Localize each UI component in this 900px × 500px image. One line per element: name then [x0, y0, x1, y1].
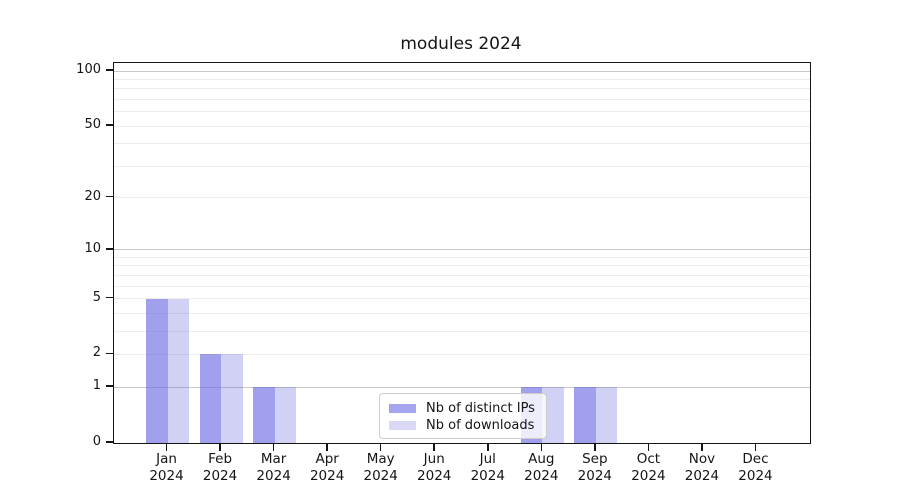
- y-tick-label: 100: [76, 62, 101, 77]
- x-tick-label: Aug 2024: [524, 451, 559, 484]
- gridline-major: [114, 70, 810, 72]
- y-tick-label: 1: [92, 378, 101, 394]
- y-tick-label: 10: [84, 240, 101, 256]
- gridline-minor: [114, 143, 810, 145]
- legend-swatch-distinct-ips: [389, 403, 416, 413]
- y-tick-label: 5: [92, 289, 101, 305]
- gridline-minor: [114, 88, 810, 90]
- y-tick-mark: [106, 296, 113, 299]
- legend-label-distinct-ips: Nb of distinct IPs: [426, 400, 535, 416]
- x-tick-mark: [433, 443, 436, 451]
- x-tick-label: Oct 2024: [631, 451, 666, 484]
- bar-nb-of-downloads-sep: [595, 387, 618, 443]
- legend: Nb of distinct IPs Nb of downloads: [379, 393, 547, 439]
- x-tick-label: Feb 2024: [202, 451, 238, 484]
- bar-nb-of-downloads-jan: [167, 298, 190, 443]
- x-tick-label: Dec 2024: [738, 451, 773, 484]
- gridline-minor: [114, 111, 810, 113]
- gridline-minor: [114, 285, 810, 287]
- gridline-minor: [114, 125, 810, 127]
- y-tick-mark: [106, 385, 113, 387]
- gridline-minor: [114, 274, 810, 276]
- bar-nb-of-distinct-ips-feb: [199, 354, 222, 443]
- y-tick-mark: [106, 247, 113, 250]
- x-tick-mark: [647, 443, 650, 451]
- plot-area: Nb of distinct IPs Nb of downloads: [113, 62, 811, 444]
- y-tick-mark: [106, 352, 113, 355]
- y-tick-label: 0: [92, 434, 101, 449]
- gridline-minor: [114, 256, 810, 258]
- x-tick-label: Jan 2024: [149, 451, 184, 484]
- x-tick-label: Sep 2024: [577, 451, 613, 484]
- bar-nb-of-downloads-aug: [542, 387, 564, 443]
- y-tick-mark: [106, 195, 113, 198]
- x-tick-label: Apr 2024: [309, 451, 345, 484]
- x-tick-label: Jul 2024: [470, 451, 505, 484]
- gridline-minor: [114, 197, 810, 199]
- y-tick-mark: [106, 441, 113, 443]
- y-tick-mark: [106, 124, 113, 126]
- bar-nb-of-distinct-ips-sep: [574, 387, 596, 443]
- legend-swatch-downloads: [389, 420, 416, 430]
- gridline-minor: [114, 353, 810, 355]
- bar-nb-of-distinct-ips-mar: [253, 387, 275, 443]
- gridline-major: [114, 386, 810, 388]
- gridline-minor: [114, 298, 810, 300]
- x-tick-mark: [219, 443, 221, 451]
- x-tick-label: Nov 2024: [684, 451, 720, 484]
- legend-item-downloads: Nb of downloads: [389, 417, 537, 433]
- x-tick-mark: [540, 443, 543, 451]
- x-tick-mark: [272, 443, 275, 451]
- chart-title: modules 2024: [400, 34, 522, 54]
- x-tick-label: Mar 2024: [256, 451, 291, 484]
- x-tick-label: Jun 2024: [417, 451, 452, 484]
- x-tick-label: May 2024: [363, 451, 398, 484]
- x-tick-mark: [701, 443, 703, 451]
- gridline-major: [114, 249, 810, 251]
- y-tick-label: 50: [84, 117, 101, 133]
- legend-label-downloads: Nb of downloads: [426, 417, 535, 433]
- gridline-minor: [114, 312, 810, 314]
- x-tick-mark: [326, 443, 328, 451]
- x-tick-mark: [594, 443, 596, 451]
- gridline-minor: [114, 98, 810, 100]
- gridline-minor: [114, 330, 810, 332]
- x-tick-mark: [754, 443, 757, 451]
- x-tick-mark: [379, 443, 382, 451]
- y-tick-mark: [106, 69, 113, 71]
- bar-nb-of-downloads-feb: [221, 354, 243, 443]
- legend-item-distinct-ips: Nb of distinct IPs: [389, 400, 537, 416]
- gridline-minor: [114, 265, 810, 267]
- bar-nb-of-downloads-mar: [274, 387, 297, 443]
- x-tick-mark: [165, 443, 168, 451]
- y-tick-label: 20: [84, 188, 101, 204]
- gridline-minor: [114, 78, 810, 80]
- gridline-minor: [114, 165, 810, 167]
- x-tick-mark: [486, 443, 489, 451]
- y-tick-label: 2: [92, 345, 101, 361]
- bar-nb-of-distinct-ips-jan: [146, 298, 168, 443]
